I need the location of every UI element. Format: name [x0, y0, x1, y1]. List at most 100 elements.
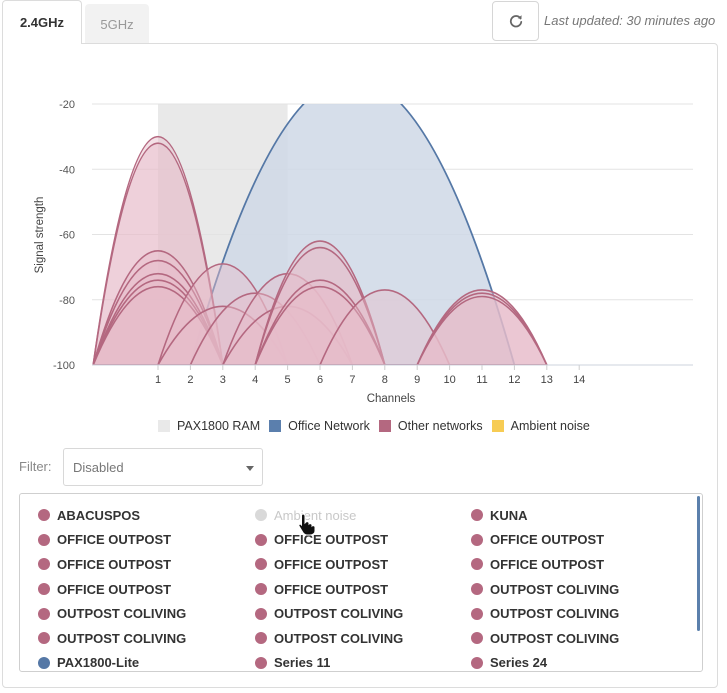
- network-name: OFFICE OUTPOST: [57, 581, 172, 597]
- filter-select[interactable]: Disabled: [63, 448, 263, 486]
- network-name: OUTPOST COLIVING: [490, 606, 620, 622]
- network-color-dot: [255, 583, 267, 596]
- other-network-curve: [416, 295, 548, 365]
- network-color-dot: [255, 558, 267, 571]
- network-list-item[interactable]: OUTPOST COLIVING: [237, 626, 453, 651]
- network-color-dot: [38, 583, 50, 596]
- y-tick-label: -100: [53, 360, 75, 372]
- network-name: Ambient noise: [274, 507, 357, 523]
- legend-label-ambient: Ambient noise: [510, 419, 590, 433]
- network-color-dot: [255, 656, 267, 669]
- x-tick-label: 1: [155, 374, 161, 386]
- refresh-button[interactable]: [492, 1, 539, 41]
- network-color-dot: [471, 558, 483, 571]
- network-name: OUTPOST COLIVING: [57, 606, 187, 622]
- legend-swatch-ambient: [491, 420, 504, 432]
- x-tick-label: 5: [285, 374, 291, 386]
- mouse-pointer-icon: [298, 513, 316, 536]
- legend-item-ambient[interactable]: Ambient noise: [491, 419, 590, 433]
- network-list-item[interactable]: OFFICE OUTPOST: [20, 528, 237, 553]
- network-name: OUTPOST COLIVING: [490, 630, 620, 646]
- other-network-curve: [92, 260, 224, 365]
- network-color-dot: [255, 632, 267, 645]
- y-tick-label: -40: [59, 164, 75, 176]
- legend-label-other: Other networks: [397, 419, 483, 433]
- network-color-dot: [255, 607, 267, 620]
- other-network-curve: [92, 250, 224, 365]
- network-list-item[interactable]: OUTPOST COLIVING: [237, 601, 453, 626]
- x-tick-label: 14: [573, 374, 585, 386]
- network-name: ABACUSPOS: [57, 507, 141, 523]
- other-network-curve: [319, 289, 451, 365]
- x-tick-label: 4: [252, 374, 258, 386]
- y-axis-label: Signal strength: [34, 197, 46, 274]
- network-name: OUTPOST COLIVING: [274, 606, 404, 622]
- x-tick-label: 7: [349, 374, 355, 386]
- network-list-item[interactable]: KUNA: [453, 503, 669, 528]
- other-network-curve: [92, 286, 224, 365]
- filter-label: Filter:: [19, 459, 52, 474]
- network-color-dot: [471, 583, 483, 596]
- network-name: OFFICE OUTPOST: [57, 556, 172, 572]
- x-tick-label: 6: [317, 374, 323, 386]
- chart-legend: PAX1800 RAM Office Network Other network…: [158, 419, 599, 433]
- network-list-item[interactable]: OUTPOST COLIVING: [20, 626, 237, 651]
- network-color-dot: [38, 607, 50, 620]
- network-color-dot: [471, 632, 483, 645]
- network-list-item[interactable]: OFFICE OUTPOST: [453, 552, 669, 577]
- x-tick-label: 8: [382, 374, 388, 386]
- y-tick-label: -20: [59, 99, 75, 111]
- network-name: OUTPOST COLIVING: [57, 630, 187, 646]
- legend-item-other[interactable]: Other networks: [378, 419, 483, 433]
- x-tick-label: 12: [508, 374, 520, 386]
- network-grid: ABACUSPOS Ambient noise KUNA OFFICE OUTPOST…: [20, 503, 669, 671]
- other-network-curve: [254, 286, 386, 365]
- network-list-item[interactable]: OUTPOST COLIVING: [453, 577, 669, 602]
- tab-2-4ghz[interactable]: 2.4GHz: [2, 0, 82, 44]
- list-scrollbar[interactable]: [697, 496, 700, 631]
- x-tick-label: 13: [541, 374, 553, 386]
- network-list-item[interactable]: OFFICE OUTPOST: [237, 528, 453, 553]
- other-network-curve: [157, 263, 289, 365]
- other-network-curve: [221, 305, 354, 365]
- legend-swatch-self: [158, 420, 170, 432]
- x-axis-label: Channels: [367, 393, 416, 405]
- network-list-item[interactable]: OFFICE OUTPOST: [20, 552, 237, 577]
- network-list-item[interactable]: OFFICE OUTPOST: [20, 577, 237, 602]
- network-name: OUTPOST COLIVING: [274, 630, 404, 646]
- network-list-item[interactable]: OFFICE OUTPOST: [453, 528, 669, 553]
- network-name: OFFICE OUTPOST: [274, 556, 389, 572]
- y-tick-label: -80: [59, 295, 75, 307]
- network-list-item[interactable]: OUTPOST COLIVING: [453, 626, 669, 651]
- network-list-item[interactable]: OUTPOST COLIVING: [453, 601, 669, 626]
- network-name: OUTPOST COLIVING: [490, 581, 620, 597]
- legend-item-office[interactable]: Office Network: [269, 419, 370, 433]
- network-list-item[interactable]: OUTPOST COLIVING: [20, 601, 237, 626]
- network-list-item[interactable]: Series 24: [453, 651, 669, 671]
- office-network-curve: [189, 104, 516, 365]
- legend-label-office: Office Network: [288, 419, 370, 433]
- other-network-curve: [221, 272, 354, 365]
- network-list-item[interactable]: Ambient noise: [237, 503, 453, 528]
- x-tick-label: 2: [187, 374, 193, 386]
- network-color-dot: [471, 656, 483, 669]
- network-name: OFFICE OUTPOST: [57, 532, 172, 548]
- network-name: OFFICE OUTPOST: [490, 532, 605, 548]
- x-tick-label: 3: [220, 374, 226, 386]
- network-name: OFFICE OUTPOST: [274, 532, 389, 548]
- network-list-item[interactable]: Series 11: [237, 651, 453, 671]
- network-list-item[interactable]: ABACUSPOS: [20, 503, 237, 528]
- network-color-dot: [255, 533, 267, 546]
- x-tick-label: 9: [414, 374, 420, 386]
- x-tick-label: 11: [476, 374, 487, 386]
- tab-5ghz[interactable]: 5GHz: [85, 4, 149, 44]
- network-list-item[interactable]: OFFICE OUTPOST: [237, 552, 453, 577]
- legend-swatch-office: [269, 420, 282, 432]
- legend-item-self[interactable]: PAX1800 RAM: [158, 419, 260, 433]
- network-list-item[interactable]: OFFICE OUTPOST: [237, 577, 453, 602]
- refresh-icon: [509, 15, 522, 28]
- network-list[interactable]: ABACUSPOS Ambient noise KUNA OFFICE OUTPOST…: [19, 493, 703, 672]
- network-list-item[interactable]: PAX1800-Lite: [20, 651, 237, 671]
- network-color-dot: [471, 509, 483, 522]
- network-color-dot: [471, 533, 483, 546]
